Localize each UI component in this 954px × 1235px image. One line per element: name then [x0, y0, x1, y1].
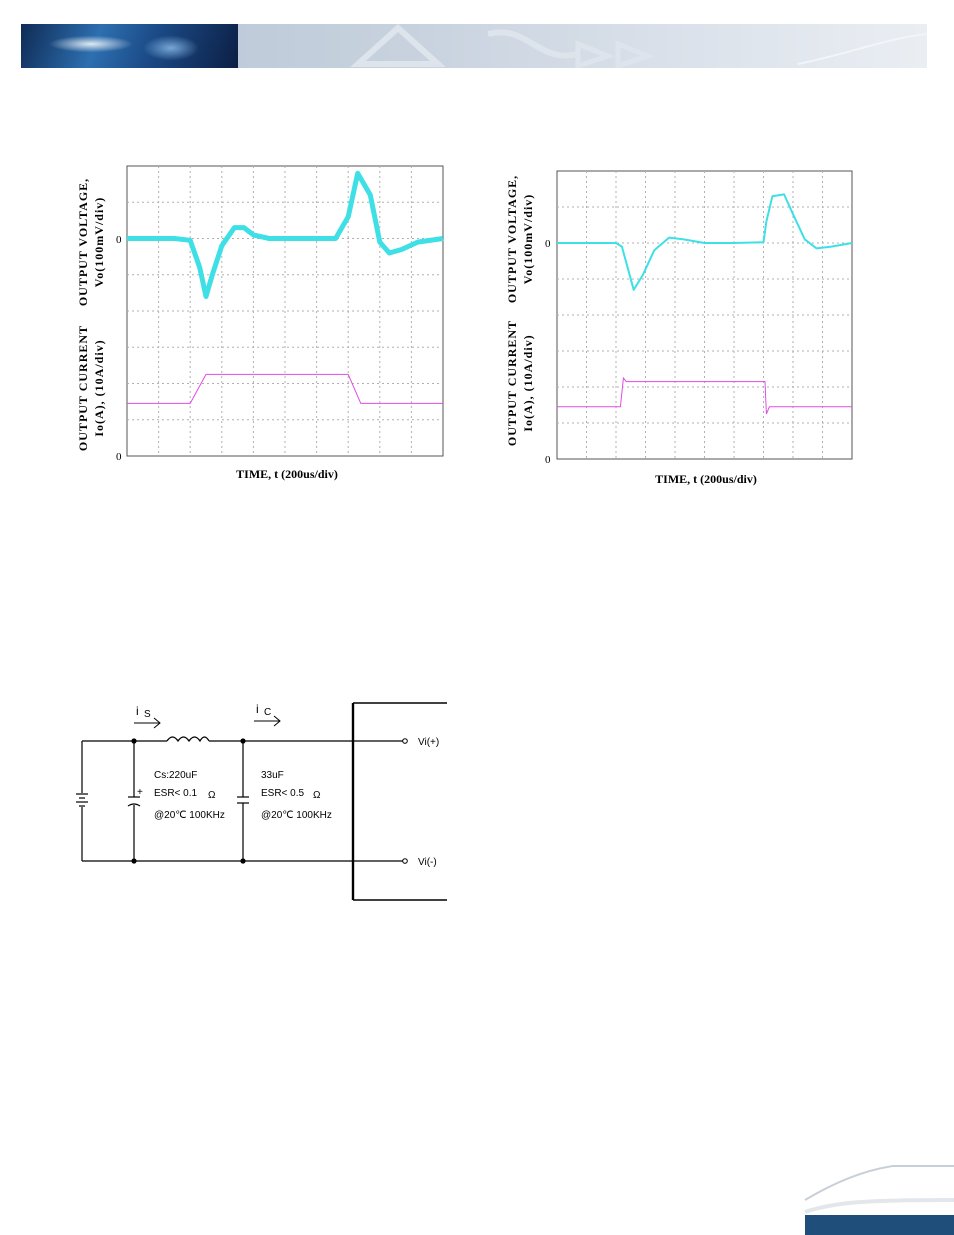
scope-plot-left: 0 0 OUTPUT VOLTAGE, Vo(100mV/div) OUTPUT… [76, 165, 444, 481]
cs-esr-label: ESR< 0.1 [154, 788, 198, 799]
current-axis-title-line1: OUTPUT CURRENT [76, 325, 90, 451]
voltage-axis-title-line1: OUTPUT VOLTAGE, [505, 175, 519, 303]
circuit-wires [81, 740, 407, 862]
time-axis-label: TIME, t (200us/div) [236, 467, 338, 481]
voltage-axis-title-line1: OUTPUT VOLTAGE, [76, 178, 90, 306]
vi-plus-terminal [402, 738, 408, 744]
voltage-zero-label: 0 [545, 238, 551, 250]
capacitor-current-arrow [254, 715, 281, 727]
source-current-arrow [134, 717, 161, 729]
current-axis-title: OUTPUT CURRENT Io(A), (10A/div) [505, 320, 535, 446]
capacitor-current-symbol: i [256, 702, 259, 716]
c2-temp-label: @20℃ 100KHz [261, 810, 332, 821]
voltage-axis-title: OUTPUT VOLTAGE, Vo(100mV/div) [76, 178, 106, 306]
cs-ohm-symbol: Ω [208, 790, 216, 801]
voltage-axis-title-line2: Vo(100mV/div) [92, 197, 106, 288]
cs-temp-label: @20℃ 100KHz [154, 810, 225, 821]
current-axis-title-line2: Io(A), (10A/div) [92, 339, 106, 436]
voltage-axis-title: OUTPUT VOLTAGE, Vo(100mV/div) [505, 175, 535, 303]
footer-blue-bar [805, 1215, 954, 1235]
c2-esr-label: ESR< 0.5 [261, 788, 305, 799]
c2-ohm-symbol: Ω [313, 790, 321, 801]
voltage-zero-label: 0 [116, 234, 122, 246]
scope-plot-right: 0 0 OUTPUT VOLTAGE, Vo(100mV/div) OUTPUT… [505, 170, 853, 486]
source-current-symbol: i [136, 704, 139, 718]
capacitor-polarity-label: + [137, 787, 143, 798]
cs-value-label: Cs:220uF [154, 770, 197, 781]
vi-plus-label: Vi(+) [418, 737, 439, 748]
circuit-junction-dots [131, 738, 246, 864]
voltage-axis-title-line2: Vo(100mV/div) [521, 194, 535, 285]
current-trace [127, 373, 443, 404]
capacitor-c2 [237, 796, 249, 804]
converter-module-box [351, 702, 447, 901]
current-axis-title: OUTPUT CURRENT Io(A), (10A/div) [76, 325, 106, 451]
time-axis-label: TIME, t (200us/div) [655, 472, 757, 486]
vi-minus-terminal [402, 858, 408, 864]
plot-grid [127, 166, 443, 456]
current-trace [557, 376, 852, 415]
banner-decoration [350, 24, 927, 68]
battery-symbol [76, 793, 88, 807]
footer-decoration [804, 1165, 954, 1235]
current-zero-label: 0 [545, 454, 551, 466]
inductor-symbol [166, 736, 210, 743]
c2-value-label: 33uF [261, 770, 284, 781]
electrolytic-capacitor-cs [127, 796, 141, 807]
current-axis-title-line1: OUTPUT CURRENT [505, 320, 519, 446]
voltage-trace [127, 170, 444, 299]
source-current-subscript: S [144, 709, 151, 720]
banner-photo [21, 24, 238, 68]
input-filter-schematic: + Vi(+) Vi(-) i S i C Cs:220uF ESR< 0.1 … [76, 702, 447, 901]
capacitor-current-label: i C [256, 702, 271, 718]
current-axis-title-line2: Io(A), (10A/div) [521, 334, 535, 431]
source-current-label: i S [136, 704, 151, 720]
plot-grid [557, 171, 852, 459]
vi-minus-label: Vi(-) [418, 857, 437, 868]
current-zero-label: 0 [116, 451, 122, 463]
capacitor-current-subscript: C [264, 707, 271, 718]
header-banner [21, 24, 927, 68]
voltage-trace [557, 193, 853, 291]
